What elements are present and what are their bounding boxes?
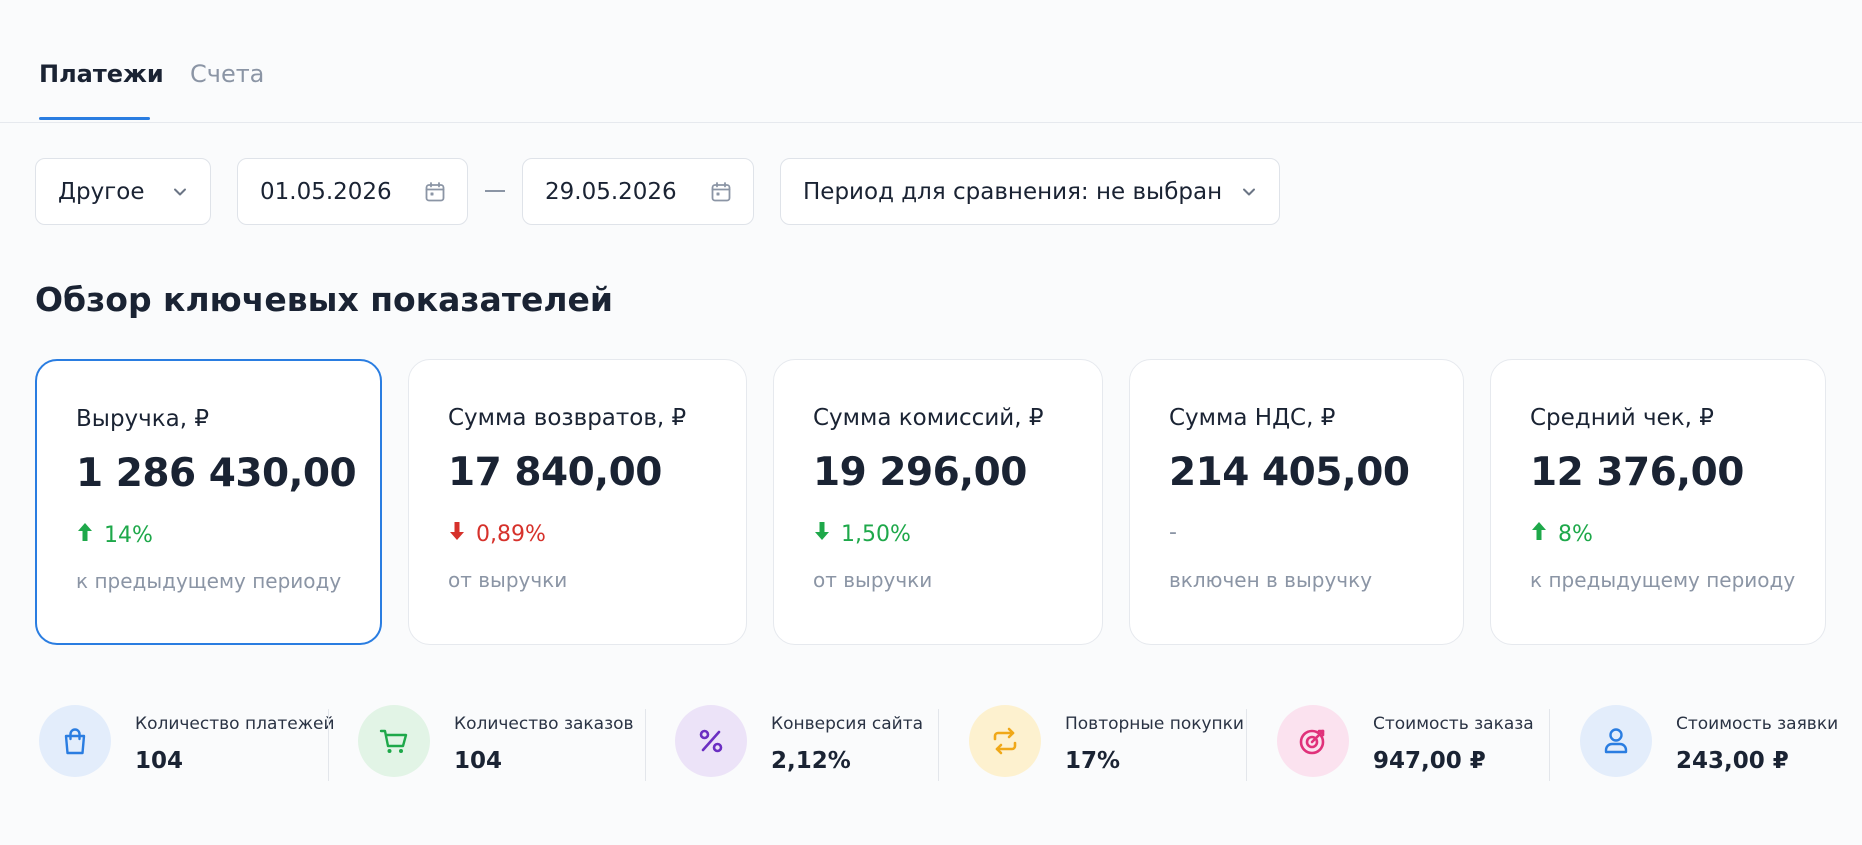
- metric-value: 17%: [1065, 748, 1121, 774]
- kpi-card-revenue[interactable]: Выручка, ₽ 1 286 430,00 14% к предыдущем…: [35, 359, 382, 645]
- tab-invoices[interactable]: Счета: [190, 60, 265, 88]
- metric-label: Конверсия сайта: [771, 714, 924, 734]
- kpi-card-vat[interactable]: Сумма НДС, ₽ 214 405,00 - включен в выру…: [1129, 359, 1464, 645]
- active-tab-indicator: [39, 117, 150, 120]
- repeat-icon: [969, 705, 1041, 777]
- kpi-value: 214 405,00: [1169, 450, 1410, 495]
- metric-repeat-purchases: Повторные покупки 17%: [969, 705, 1247, 781]
- kpi-delta: 8%: [1530, 520, 1593, 548]
- chevron-down-icon: [170, 182, 190, 202]
- compare-period-select[interactable]: Период для сравнения: не выбран: [780, 158, 1280, 225]
- metric-label: Стоимость заказа: [1373, 714, 1534, 734]
- kpi-note: к предыдущему периоду: [1530, 568, 1796, 592]
- target-icon: [1277, 705, 1349, 777]
- chevron-down-icon: [1239, 182, 1259, 202]
- arrow-up-icon: [76, 521, 94, 549]
- date-range-separator: [485, 190, 505, 192]
- kpi-label: Выручка, ₽: [76, 406, 209, 432]
- calendar-icon[interactable]: [709, 180, 733, 204]
- metric-label: Повторные покупки: [1065, 714, 1244, 734]
- divider: [328, 709, 329, 781]
- divider: [938, 709, 939, 781]
- arrow-up-icon: [1530, 520, 1548, 548]
- kpi-delta-value: 1,50%: [841, 521, 911, 547]
- kpi-label: Сумма НДС, ₽: [1169, 405, 1336, 431]
- percent-icon: [675, 705, 747, 777]
- kpi-delta-value: 0,89%: [476, 521, 546, 547]
- user-icon: [1580, 705, 1652, 777]
- kpi-card-commissions[interactable]: Сумма комиссий, ₽ 19 296,00 1,50% от выр…: [773, 359, 1103, 645]
- kpi-delta: -: [1169, 520, 1177, 545]
- metric-label: Количество заказов: [454, 714, 634, 734]
- metric-value: 243,00 ₽: [1676, 748, 1789, 774]
- metric-orders-count: Количество заказов 104: [358, 705, 643, 781]
- kpi-label: Средний чек, ₽: [1530, 405, 1714, 431]
- kpi-note: включен в выручку: [1169, 568, 1373, 592]
- kpi-value: 17 840,00: [448, 450, 662, 495]
- tab-payments[interactable]: Платежи: [39, 60, 164, 88]
- kpi-delta: 0,89%: [448, 520, 546, 548]
- kpi-value: 19 296,00: [813, 450, 1027, 495]
- kpi-label: Сумма комиссий, ₽: [813, 405, 1044, 431]
- metric-site-conversion: Конверсия сайта 2,12%: [675, 705, 935, 781]
- date-from-field[interactable]: 01.05.2026: [237, 158, 468, 225]
- kpi-value: 1 286 430,00: [76, 451, 357, 496]
- metric-order-cost: Стоимость заказа 947,00 ₽: [1277, 705, 1547, 781]
- shopping-bag-icon: [39, 705, 111, 777]
- metric-payments-count: Количество платежей 104: [39, 705, 335, 781]
- kpi-delta: 1,50%: [813, 520, 911, 548]
- kpi-delta-value: 14%: [104, 522, 153, 548]
- period-preset-select[interactable]: Другое: [35, 158, 211, 225]
- kpi-note: от выручки: [813, 568, 933, 592]
- cart-icon: [358, 705, 430, 777]
- period-preset-value: Другое: [58, 178, 145, 205]
- metric-label: Стоимость заявки: [1676, 714, 1839, 734]
- date-from-value: 01.05.2026: [260, 178, 392, 205]
- calendar-icon[interactable]: [423, 180, 447, 204]
- kpi-note: к предыдущему периоду: [76, 569, 342, 593]
- kpi-label: Сумма возвратов, ₽: [448, 405, 687, 431]
- compare-period-value: Период для сравнения: не выбран: [803, 178, 1223, 205]
- date-to-value: 29.05.2026: [545, 178, 677, 205]
- kpi-note: от выручки: [448, 568, 568, 592]
- kpi-delta-value: 8%: [1558, 521, 1593, 547]
- metric-value: 2,12%: [771, 748, 851, 774]
- divider: [1549, 709, 1550, 781]
- kpi-card-refunds[interactable]: Сумма возвратов, ₽ 17 840,00 0,89% от вы…: [408, 359, 747, 645]
- metric-value: 104: [135, 748, 184, 774]
- arrow-down-icon: [448, 520, 466, 548]
- arrow-down-icon: [813, 520, 831, 548]
- kpi-card-average-check[interactable]: Средний чек, ₽ 12 376,00 8% к предыдущем…: [1490, 359, 1826, 645]
- metric-value: 947,00 ₽: [1373, 748, 1486, 774]
- date-to-field[interactable]: 29.05.2026: [522, 158, 754, 225]
- metric-label: Количество платежей: [135, 714, 335, 734]
- kpi-value: 12 376,00: [1530, 450, 1744, 495]
- metric-lead-cost: Стоимость заявки 243,00 ₽: [1580, 705, 1850, 781]
- tab-bar: Платежи Счета: [0, 0, 1862, 123]
- divider: [1246, 709, 1247, 781]
- kpi-delta-value: -: [1169, 520, 1177, 545]
- divider: [645, 709, 646, 781]
- metric-value: 104: [454, 748, 503, 774]
- kpi-delta: 14%: [76, 521, 153, 549]
- section-title: Обзор ключевых показателей: [35, 280, 613, 319]
